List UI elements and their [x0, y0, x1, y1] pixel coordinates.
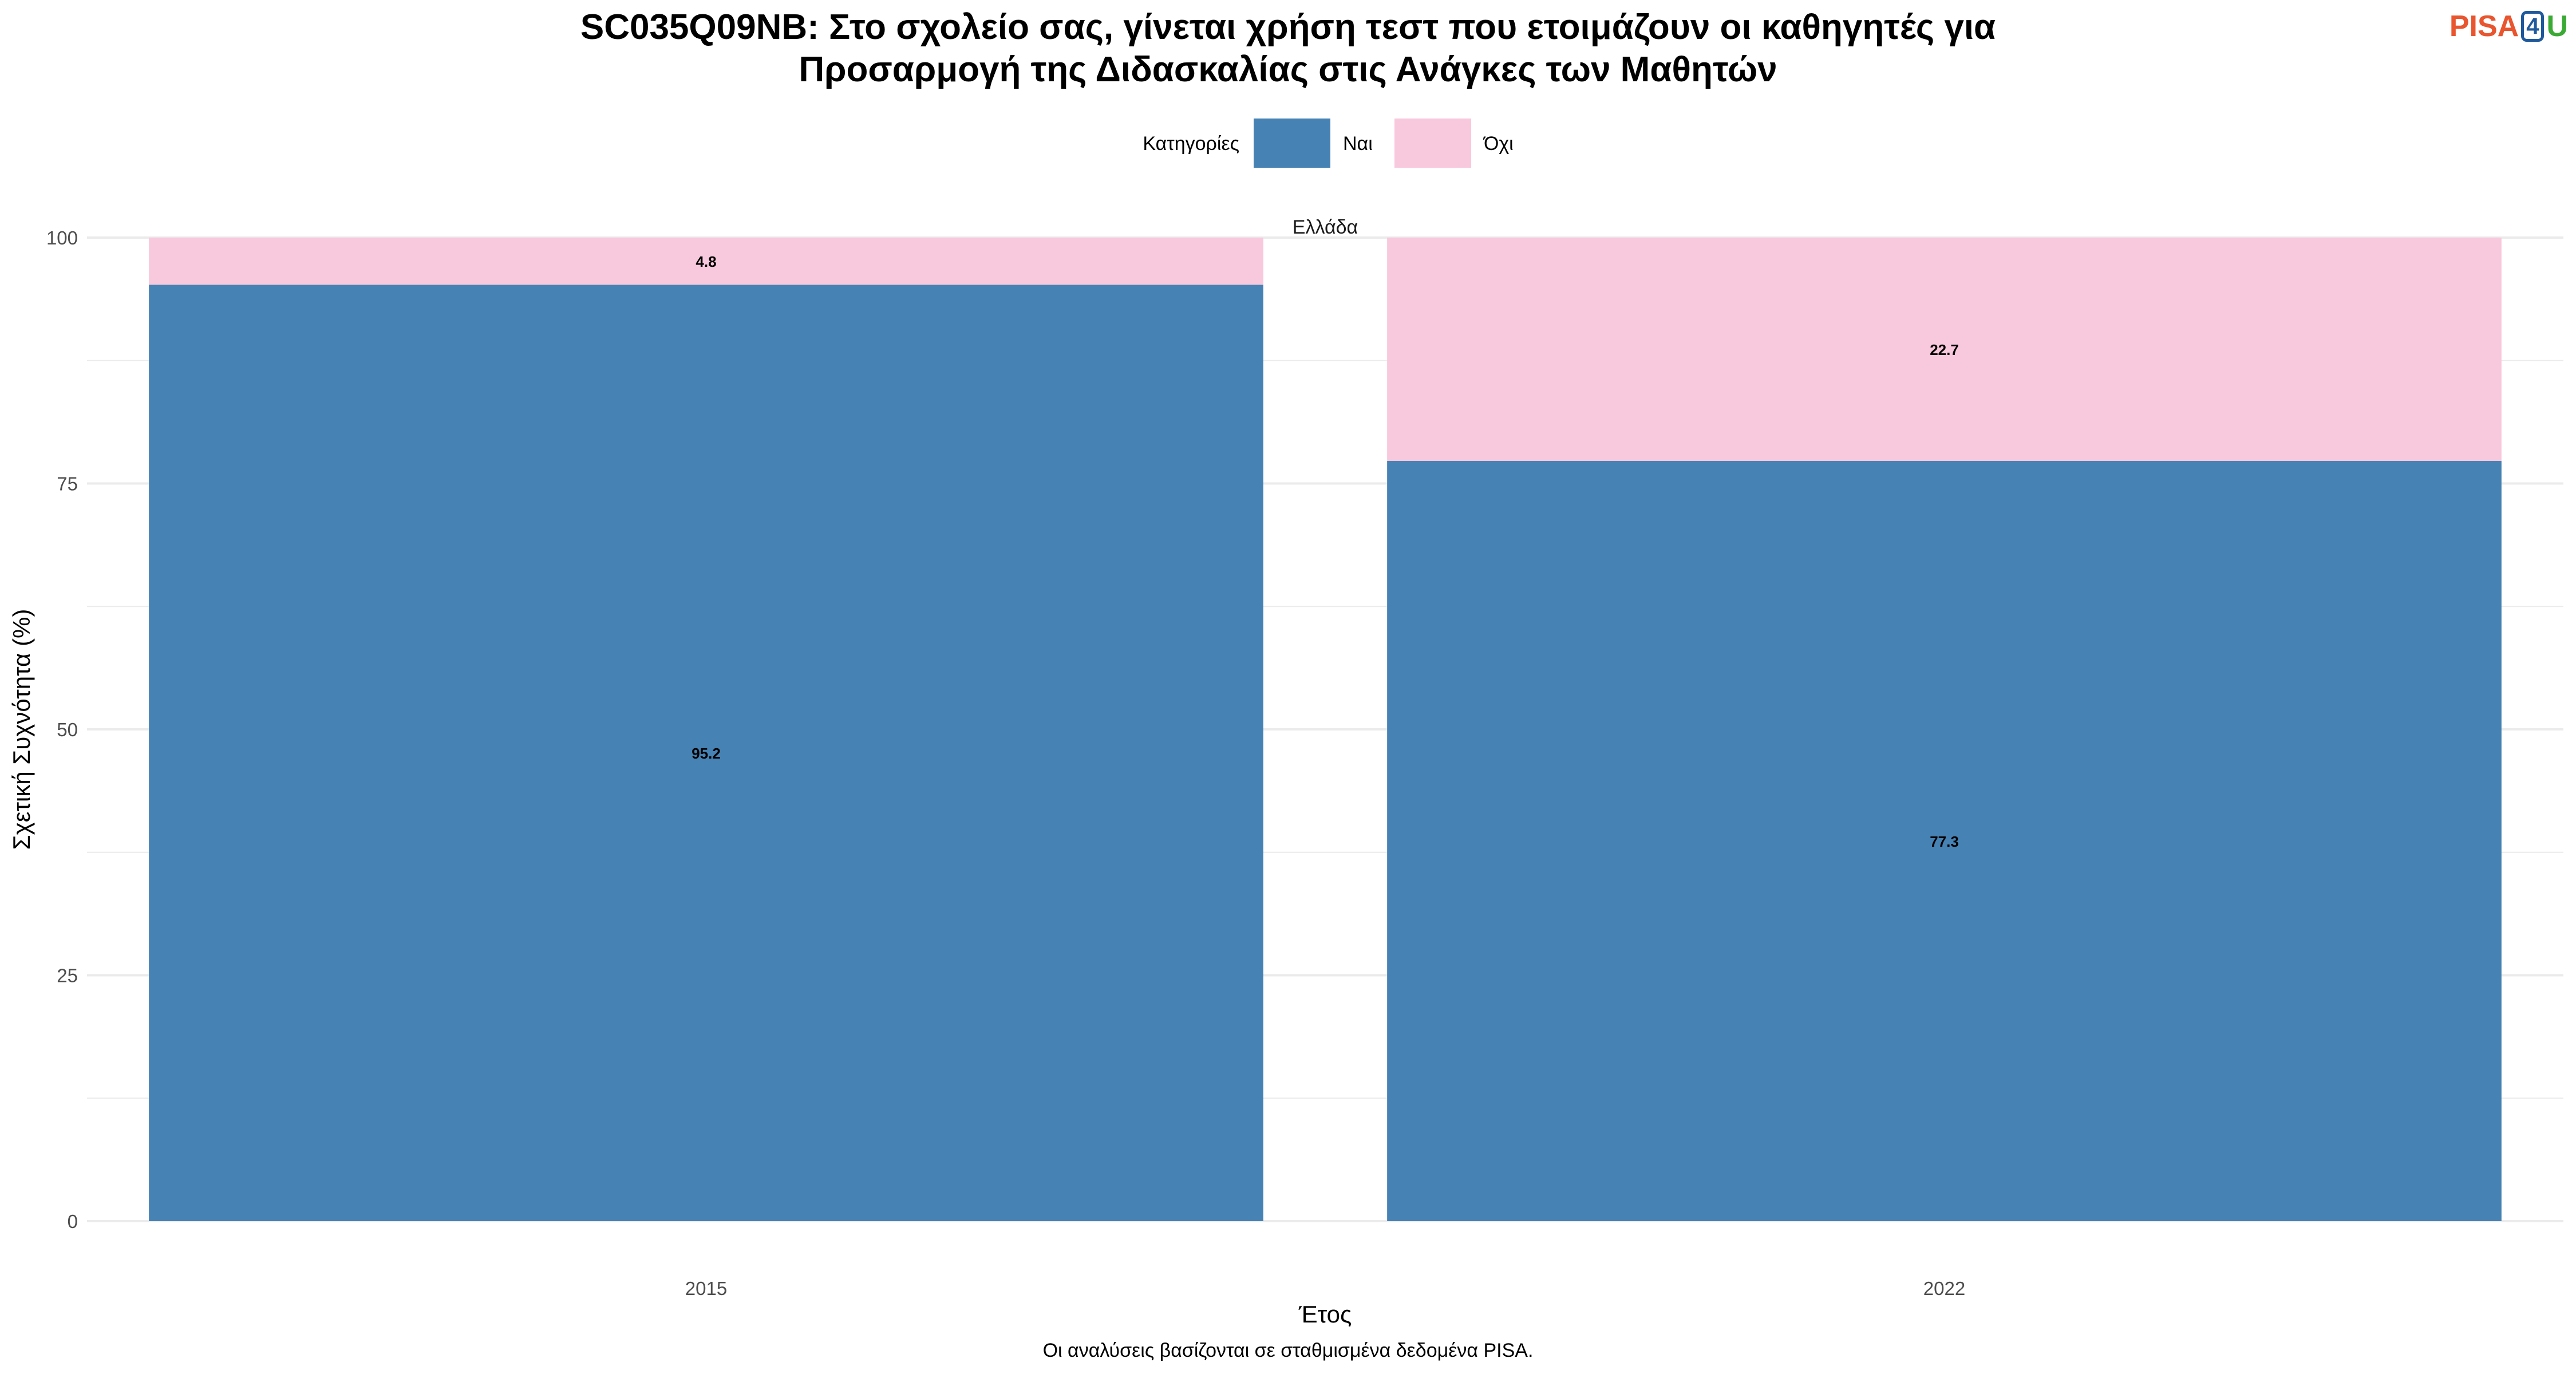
chart-title-line-1: SC035Q09NB: Στο σχολείο σας, γίνεται χρή… — [580, 7, 1996, 47]
pisa4u-logo: PISA 4 U — [2449, 9, 2568, 44]
x-tick-label: 2022 — [1923, 1278, 1965, 1299]
bar-segment-nai — [149, 285, 1263, 1221]
bar-segment-ochi — [149, 238, 1263, 285]
bar-value-label: 77.3 — [1930, 833, 1959, 850]
legend-key-ochi — [1394, 119, 1471, 168]
x-tick-label: 2015 — [685, 1278, 727, 1299]
bar-segment-ochi — [1387, 238, 2502, 461]
legend-label: Ναι — [1343, 133, 1373, 155]
y-tick-label: 50 — [57, 719, 78, 740]
chart-title-line-2: Προσαρμογή της Διδασκαλίας στις Ανάγκες … — [799, 50, 1777, 89]
chart-caption: Οι αναλύσεις βασίζονται σε σταθμισμένα δ… — [1042, 1340, 1534, 1361]
logo-pisa-text: PISA — [2449, 10, 2519, 43]
y-tick-label: 75 — [57, 473, 78, 495]
bar-value-label: 4.8 — [696, 253, 716, 270]
y-tick-label: 100 — [46, 227, 78, 248]
bar-segment-nai — [1387, 460, 2502, 1221]
bar-value-label: 95.2 — [692, 745, 721, 762]
legend-title: Κατηγορίες — [1143, 133, 1239, 155]
bar-value-label: 22.7 — [1930, 341, 1959, 358]
legend-key-nai — [1254, 119, 1330, 168]
x-axis-title: Έτος — [1298, 1301, 1352, 1328]
y-tick-label: 0 — [68, 1211, 78, 1232]
y-tick-label: 25 — [57, 965, 78, 986]
logo-u-text: U — [2546, 10, 2568, 43]
logo-four-text: 4 — [2521, 11, 2545, 42]
y-axis-title: Σχετική Συχνότητα (%) — [8, 609, 35, 850]
legend-label: Όχι — [1483, 133, 1514, 155]
facet-label: Ελλάδα — [1293, 216, 1358, 238]
